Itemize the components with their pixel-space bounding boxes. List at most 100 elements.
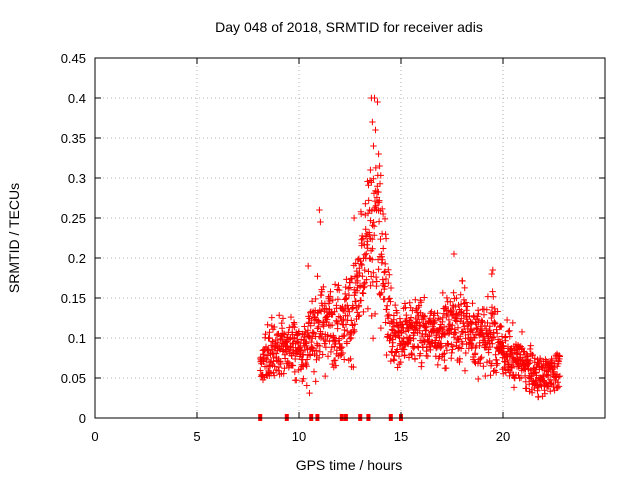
data-point (265, 363, 273, 370)
data-point (348, 305, 356, 312)
data-point (364, 305, 372, 312)
data-point (524, 353, 531, 360)
data-point (337, 314, 344, 321)
data-point (493, 361, 500, 369)
data-point (386, 295, 393, 302)
data-point (489, 340, 496, 347)
data-point (544, 382, 551, 390)
data-point (281, 365, 288, 372)
data-point (381, 268, 389, 275)
data-point (294, 331, 301, 338)
data-point (321, 340, 328, 347)
data-point (417, 350, 424, 357)
data-point (491, 320, 498, 328)
data-point (468, 320, 475, 327)
data-point (408, 351, 416, 359)
data-point (275, 363, 283, 371)
data-point (517, 343, 524, 350)
data-point (471, 334, 478, 341)
data-point (376, 290, 383, 298)
data-point (392, 349, 399, 356)
data-point (342, 290, 349, 298)
data-point (361, 251, 369, 258)
data-point (277, 360, 284, 368)
plot-frame (94, 57, 606, 419)
data-point (377, 324, 385, 332)
data-point (379, 276, 386, 283)
data-point (471, 358, 478, 365)
data-point (478, 354, 485, 361)
data-point (381, 283, 388, 290)
data-point (421, 294, 428, 301)
data-point (418, 359, 425, 366)
data-point (464, 303, 471, 310)
data-point (416, 319, 423, 326)
data-point (387, 284, 395, 292)
data-point (266, 334, 273, 342)
data-point (339, 349, 347, 357)
data-point (378, 259, 385, 266)
data-point (368, 312, 375, 320)
y-tick-label: 0.45 (61, 51, 86, 66)
data-point (490, 333, 498, 341)
data-point (316, 342, 323, 350)
data-point (355, 313, 362, 320)
data-point (323, 305, 330, 312)
data-point (462, 349, 469, 357)
data-point (332, 362, 339, 369)
data-point (478, 317, 485, 324)
chart-title: Day 048 of 2018, SRMTID for receiver adi… (215, 19, 483, 35)
data-point (487, 372, 494, 379)
data-point (457, 345, 465, 352)
data-point (510, 361, 517, 369)
y-tick-label: 0.1 (68, 331, 86, 346)
data-point (280, 370, 287, 377)
data-point (271, 323, 278, 331)
data-point (370, 219, 377, 226)
data-point (358, 261, 366, 269)
data-point (339, 307, 347, 314)
data-point (385, 279, 392, 287)
data-point (348, 334, 355, 342)
data-point (556, 372, 564, 380)
data-point (410, 335, 417, 342)
data-point (281, 330, 288, 338)
data-point (295, 339, 302, 346)
data-point (457, 291, 464, 298)
data-point (356, 312, 363, 319)
data-point (461, 323, 468, 330)
data-point (389, 339, 397, 346)
data-point (371, 204, 379, 211)
data-point (462, 299, 470, 306)
data-point (371, 232, 378, 239)
data-point (282, 355, 289, 362)
data-point (372, 126, 379, 134)
data-point (306, 389, 313, 397)
data-point (347, 335, 354, 342)
data-point (318, 291, 325, 299)
data-point (503, 316, 511, 324)
data-point (359, 273, 366, 280)
data-point (376, 180, 384, 187)
data-point (387, 298, 394, 305)
data-point (555, 383, 563, 390)
data-point (431, 317, 439, 324)
data-point (487, 329, 495, 337)
data-point (303, 356, 311, 363)
data-point (393, 309, 401, 317)
data-point (526, 345, 534, 353)
data-point (445, 316, 453, 324)
data-point (314, 273, 321, 280)
data-point (298, 347, 305, 355)
data-point (422, 327, 430, 334)
data-point (444, 340, 451, 347)
data-point (490, 293, 497, 300)
data-point (312, 295, 319, 303)
data-point (329, 360, 336, 368)
data-point (266, 329, 273, 336)
data-point (329, 296, 336, 304)
data-point (322, 344, 330, 351)
data-point (342, 321, 350, 328)
data-point (414, 343, 421, 350)
data-point (352, 298, 360, 305)
